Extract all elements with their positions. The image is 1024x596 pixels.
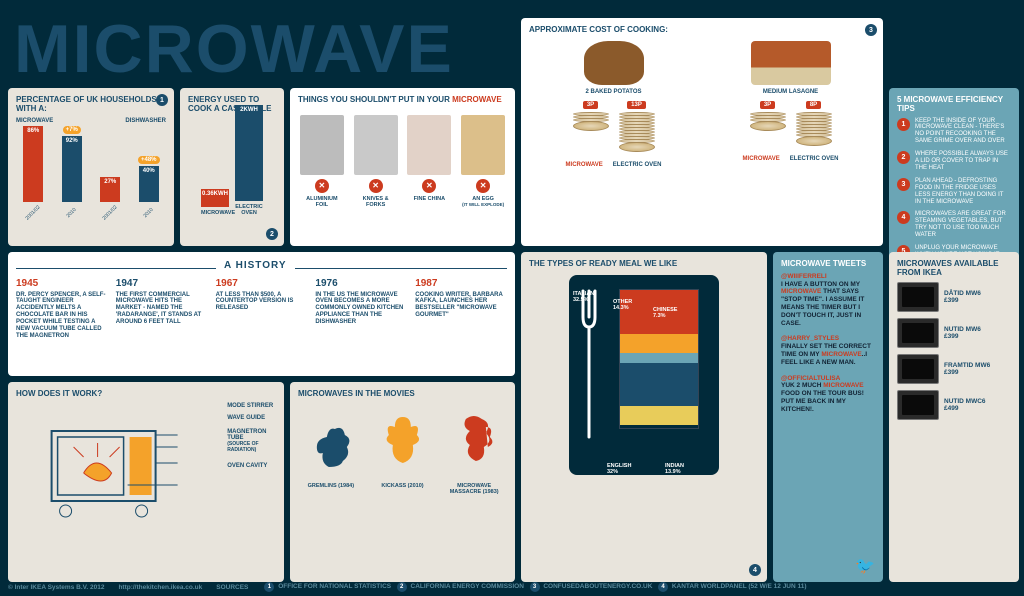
- card-howwork: HOW DOES IT WORK? MODE STIRRER WAVE GUID…: [8, 382, 284, 582]
- avoid-heading: THINGS YOU SHOULDN'T PUT IN YOUR MICROWA…: [298, 96, 507, 105]
- card-avoid: THINGS YOU SHOULDN'T PUT IN YOUR MICROWA…: [290, 88, 515, 246]
- card-cost: APPROXIMATE COST OF COOKING: 3 2 BAKED P…: [521, 18, 883, 246]
- howwork-labels: MODE STIRRER WAVE GUIDE MAGNETRON TUBE (…: [227, 403, 276, 523]
- series-label-microwave: MICROWAVE: [16, 118, 53, 124]
- source-badge-2: 2: [266, 228, 278, 240]
- howwork-diagram: [16, 403, 221, 523]
- source-badge-4: 4: [749, 564, 761, 576]
- copyright: © Inter IKEA Systems B.V. 2012: [8, 584, 104, 591]
- infographic-grid: PERCENTAGE OF UK HOUSEHOLDS WITH A: MICR…: [8, 88, 1016, 582]
- sources-label: SOURCES: [216, 584, 248, 591]
- card-tweets: MICROWAVE TWEETS @WIIIFERRELII HAVE A BU…: [773, 252, 883, 582]
- card-movies: MICROWAVES IN THE MOVIES GREMLINS (1984)…: [290, 382, 515, 582]
- fork-icon: [575, 285, 603, 445]
- card-ready-meal: THE TYPES OF READY MEAL WE LIKE ITALIAN3…: [521, 252, 767, 582]
- tips-heading: 5 MICROWAVE EFFICIENCY TIPS: [897, 96, 1011, 114]
- card-products: MICROWAVES AVAILABLE FROM IKEA DÅTID MW6…: [889, 252, 1019, 582]
- footer-url: http://thekitchen.ikea.co.uk: [118, 584, 202, 591]
- ready-heading: THE TYPES OF READY MEAL WE LIKE: [529, 260, 759, 269]
- card-energy: ENERGY USED TO COOK A CASSEROLE 0.36KWHM…: [180, 88, 284, 246]
- products-heading: MICROWAVES AVAILABLE FROM IKEA: [897, 260, 1011, 278]
- source-badge-3: 3: [865, 24, 877, 36]
- series-label-dishwasher: DISHWASHER: [125, 118, 166, 124]
- source-badge-1: 1: [156, 94, 168, 106]
- footer: © Inter IKEA Systems B.V. 2012 http://th…: [8, 582, 1016, 592]
- movies-heading: MICROWAVES IN THE MOVIES: [298, 390, 507, 399]
- households-heading: PERCENTAGE OF UK HOUSEHOLDS WITH A:: [16, 96, 166, 114]
- cost-heading: APPROXIMATE COST OF COOKING:: [529, 26, 875, 35]
- card-households: PERCENTAGE OF UK HOUSEHOLDS WITH A: MICR…: [8, 88, 174, 246]
- tweets-heading: MICROWAVE TWEETS: [781, 260, 875, 269]
- card-history: A HISTORY 1945DR. PERCY SPENCER, A SELF-…: [8, 252, 515, 376]
- history-title: A HISTORY: [216, 260, 295, 271]
- tablet-frame: ITALIAN32.5%OTHER14.3%CHINESE7.3%ENGLISH…: [569, 275, 719, 475]
- howwork-heading: HOW DOES IT WORK?: [16, 390, 276, 399]
- twitter-icon: 🐦: [855, 556, 875, 576]
